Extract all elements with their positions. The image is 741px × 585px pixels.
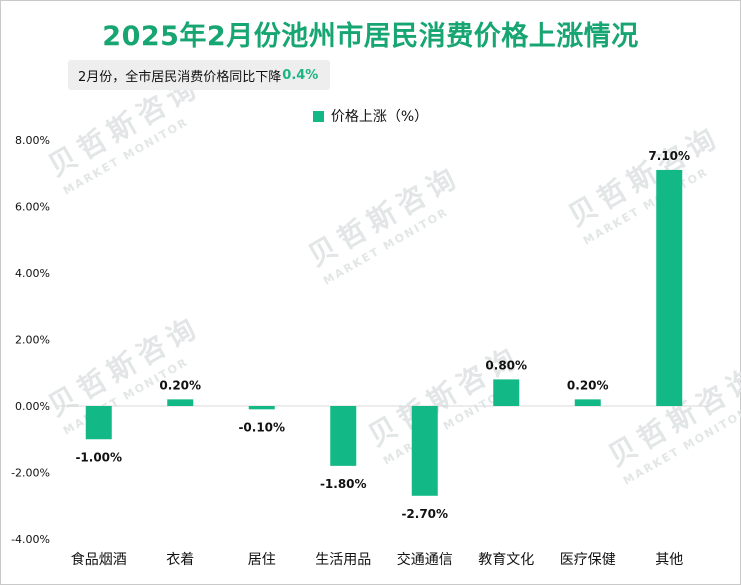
y-tick-label: 8.00% [15,134,50,147]
category-label: 生活用品 [315,552,371,568]
bar [248,406,275,410]
y-tick-label: -4.00% [11,533,50,546]
y-tick-label: 0.00% [15,400,50,413]
data-label: -0.10% [238,420,285,434]
subtitle-box: 2月份，全市居民消费价格同比下降 0.4% [68,60,331,90]
y-tick-label: -2.00% [11,467,50,480]
bar [330,406,357,466]
legend: 价格上涨（%） [0,106,741,126]
data-label: -2.70% [401,507,448,521]
legend-label: 价格上涨（%） [330,109,429,125]
bar [656,169,683,406]
data-label: 0.80% [485,358,527,372]
y-tick-label: 2.00% [15,334,50,347]
data-label: -1.80% [320,477,367,491]
data-label: -1.00% [75,450,122,464]
y-tick-label: 4.00% [15,267,50,280]
y-tick-label: 6.00% [15,201,50,214]
category-label: 其他 [655,552,683,568]
bar [167,399,194,406]
category-label: 教育文化 [478,552,534,568]
bar [574,399,601,406]
data-label: 7.10% [648,149,690,163]
bar [411,406,438,496]
bar [493,379,520,406]
category-label: 医疗保健 [560,552,616,568]
data-label: 0.20% [159,378,201,392]
category-label: 食品烟酒 [71,551,127,568]
chart-title: 2025年2月份池州市居民消费价格上涨情况 [102,21,639,52]
category-label: 居住 [248,552,276,568]
legend-swatch [312,110,324,122]
category-label: 交通通信 [397,551,453,568]
subtitle-value: 0.4% [282,67,319,83]
subtitle-text: 2月份，全市居民消费价格同比下降 [78,69,282,85]
data-label: 0.20% [567,378,609,392]
bar [85,406,112,440]
category-label: 衣着 [166,552,194,568]
